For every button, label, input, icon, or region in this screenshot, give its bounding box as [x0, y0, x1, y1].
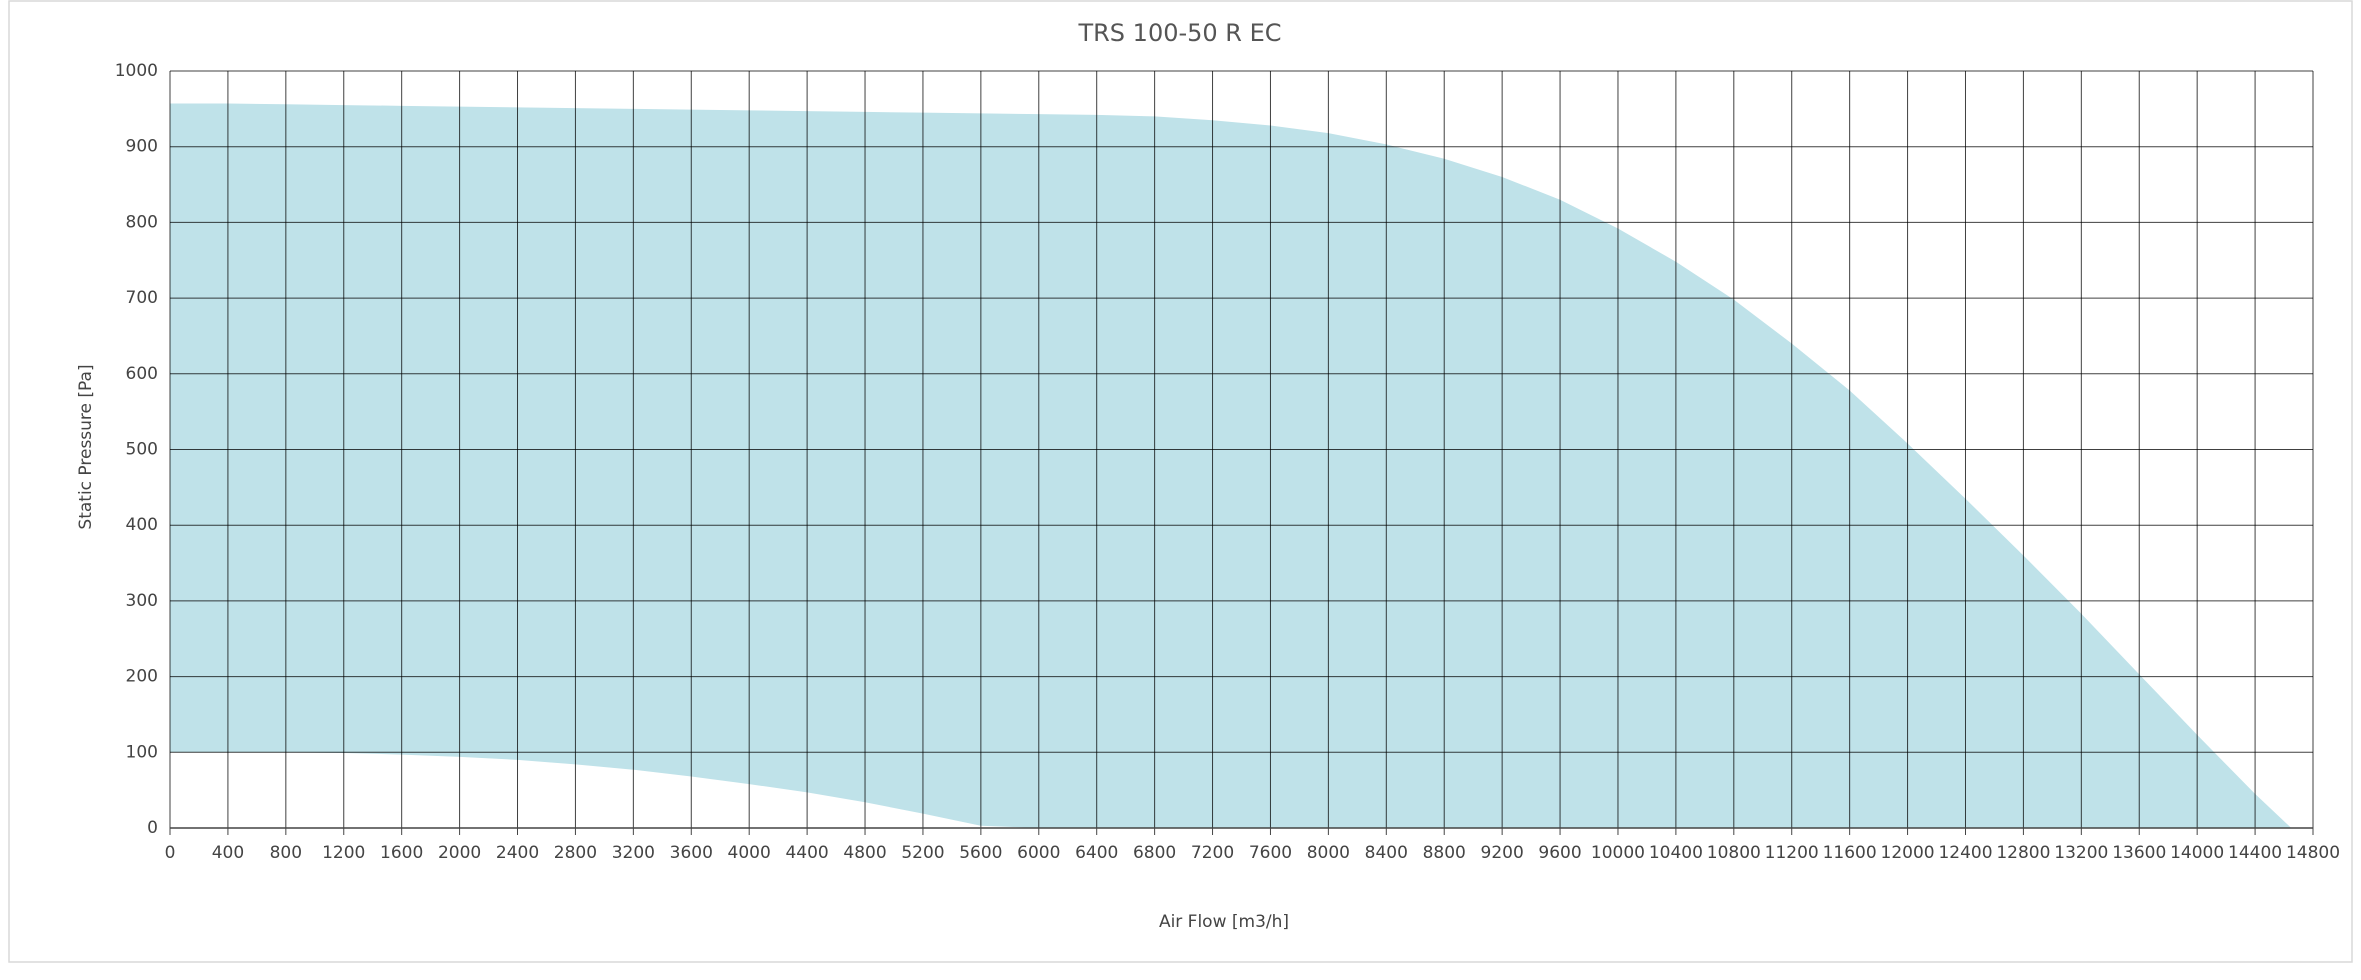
x-tick-label: 9200 — [1481, 843, 1524, 863]
x-tick-label: 11200 — [1765, 843, 1819, 863]
x-tick-label: 14000 — [2170, 843, 2224, 863]
y-tick-label: 600 — [126, 364, 158, 384]
x-tick-label: 7200 — [1191, 843, 1234, 863]
x-tick-label: 800 — [270, 843, 302, 863]
x-tick-label: 5600 — [959, 843, 1002, 863]
x-tick-label: 14800 — [2286, 843, 2340, 863]
x-tick-label: 14400 — [2228, 843, 2282, 863]
x-tick-label: 4800 — [843, 843, 886, 863]
x-tick-label: 6400 — [1075, 843, 1118, 863]
y-tick-label: 0 — [147, 818, 158, 838]
x-axis-title: Air Flow [m3/h] — [1159, 912, 1289, 932]
x-tick-label: 3200 — [612, 843, 655, 863]
x-tick-label: 400 — [212, 843, 244, 863]
x-tick-label: 12800 — [1996, 843, 2050, 863]
y-tick-label: 900 — [126, 137, 158, 157]
x-tick-label: 11600 — [1823, 843, 1877, 863]
x-tick-label: 13200 — [2054, 843, 2108, 863]
x-tick-label: 0 — [165, 843, 176, 863]
y-tick-label: 1000 — [115, 61, 158, 81]
x-tick-label: 12000 — [1881, 843, 1935, 863]
x-tick-label: 12400 — [1938, 843, 1992, 863]
x-tick-label: 6800 — [1133, 843, 1176, 863]
x-tick-label: 8400 — [1365, 843, 1408, 863]
x-tick-label: 10400 — [1649, 843, 1703, 863]
y-axis-title: Static Pressure [Pa] — [76, 364, 96, 529]
y-tick-label: 400 — [126, 515, 158, 535]
x-tick-label: 8000 — [1307, 843, 1350, 863]
x-tick-label: 10800 — [1707, 843, 1761, 863]
upper-area — [170, 103, 2292, 828]
x-tick-label: 7600 — [1249, 843, 1292, 863]
y-tick-label: 300 — [126, 591, 158, 611]
chart-title: TRS 100-50 R EC — [1077, 19, 1281, 47]
y-tick-label: 800 — [126, 212, 158, 232]
y-tick-label: 200 — [126, 667, 158, 687]
x-tick-label: 6000 — [1017, 843, 1060, 863]
x-tick-label: 9600 — [1538, 843, 1581, 863]
lower-area — [170, 752, 2292, 828]
x-tick-label: 5200 — [901, 843, 944, 863]
x-tick-label: 10000 — [1591, 843, 1645, 863]
x-tick-label: 2400 — [496, 843, 539, 863]
x-tick-label: 4000 — [728, 843, 771, 863]
x-tick-label: 4400 — [785, 843, 828, 863]
x-tick-label: 1600 — [380, 843, 423, 863]
x-tick-label: 8800 — [1423, 843, 1466, 863]
y-tick-label: 700 — [126, 288, 158, 308]
x-tick-label: 3600 — [670, 843, 713, 863]
x-tick-label: 13600 — [2112, 843, 2166, 863]
x-tick-label: 1200 — [322, 843, 365, 863]
x-tick-label: 2000 — [438, 843, 481, 863]
x-tick-label: 2800 — [554, 843, 597, 863]
y-tick-label: 100 — [126, 742, 158, 762]
y-tick-label: 500 — [126, 440, 158, 460]
